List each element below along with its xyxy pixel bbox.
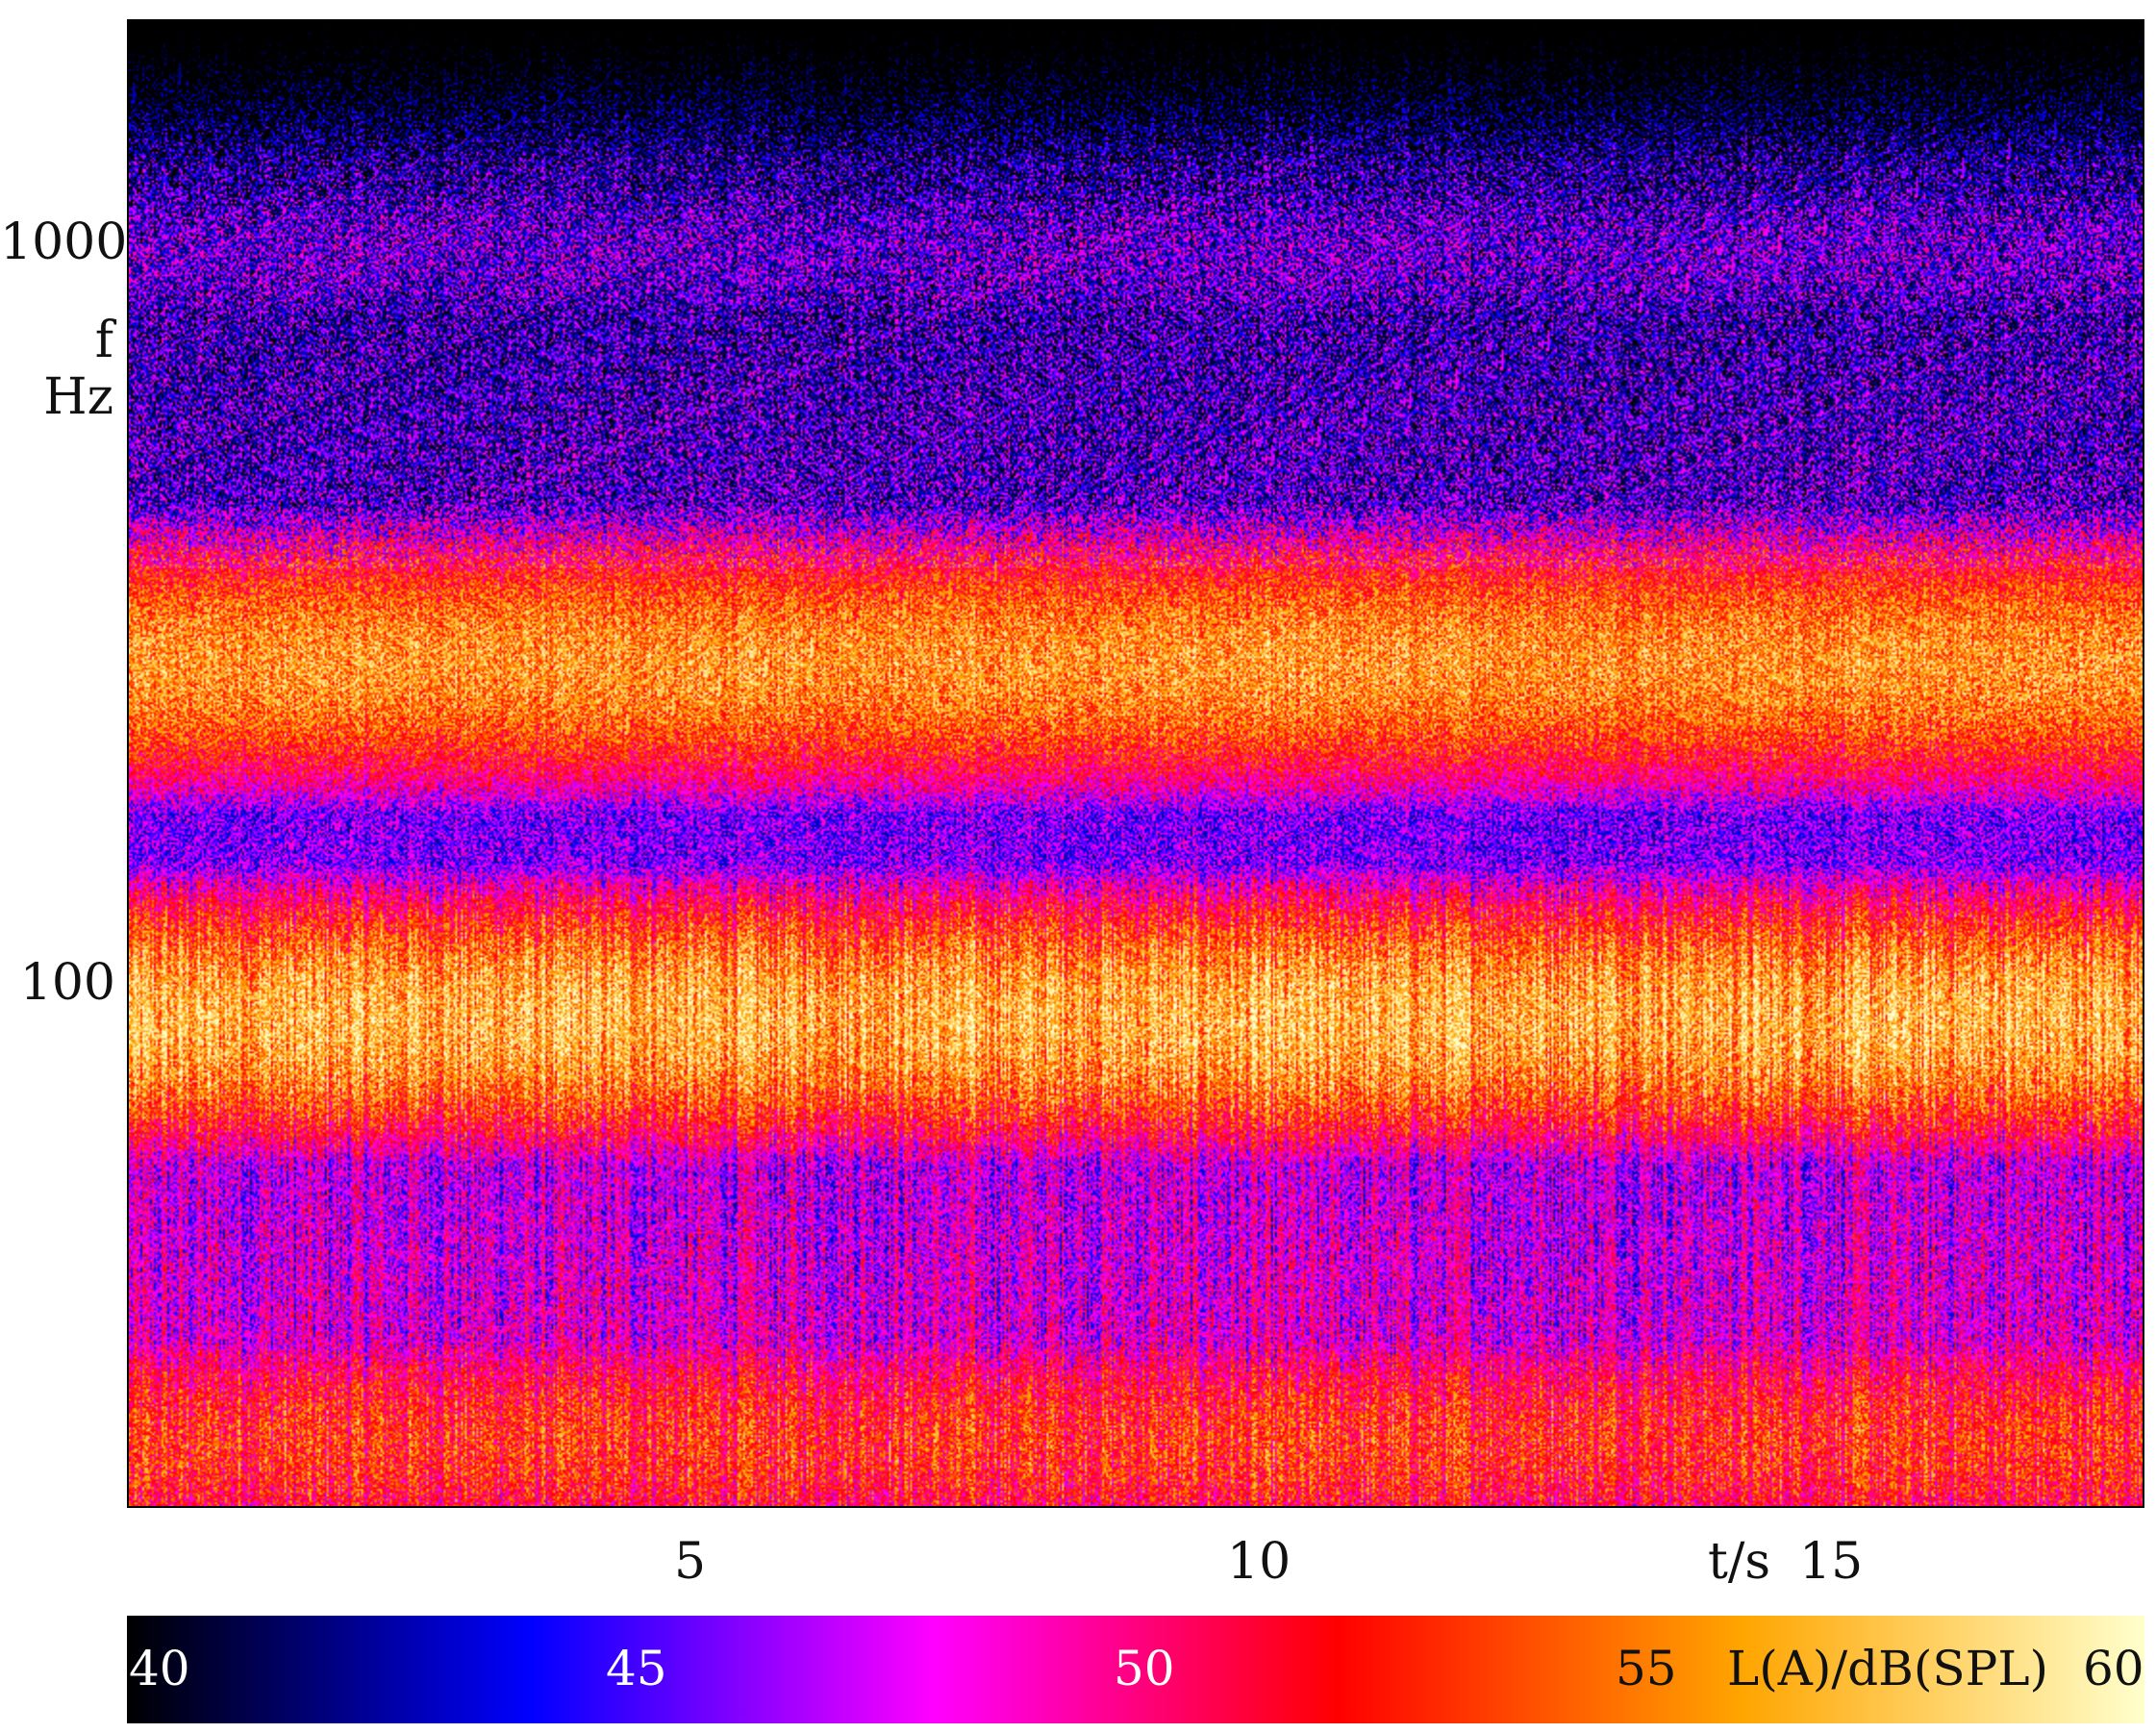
- y-axis-label-hz: Hz: [43, 368, 113, 426]
- colorbar-tick-60: 60: [2083, 1641, 2144, 1696]
- colorbar-label: L(A)/dB(SPL): [1727, 1641, 2049, 1696]
- colorbar-tick-45: 45: [606, 1641, 667, 1696]
- colorbar-tick-50: 50: [1114, 1641, 1175, 1696]
- y-tick-label-100: 100: [19, 954, 115, 1012]
- y-tick-label-1000: 1000: [0, 213, 128, 271]
- y-axis-label-f: f: [94, 312, 113, 369]
- x-tick-label-5: 5: [674, 1533, 707, 1591]
- x-tick-label-15: 15: [1799, 1533, 1864, 1591]
- colorbar: [127, 1616, 2144, 1723]
- x-tick-label-10: 10: [1227, 1533, 1291, 1591]
- x-axis-label: t/s: [1708, 1533, 1771, 1591]
- colorbar-tick-55: 55: [1616, 1641, 1677, 1696]
- colorbar-tick-40: 40: [129, 1641, 190, 1696]
- spectrogram-heatmap: [129, 21, 2143, 1506]
- spectrogram-plot-area: [127, 19, 2144, 1508]
